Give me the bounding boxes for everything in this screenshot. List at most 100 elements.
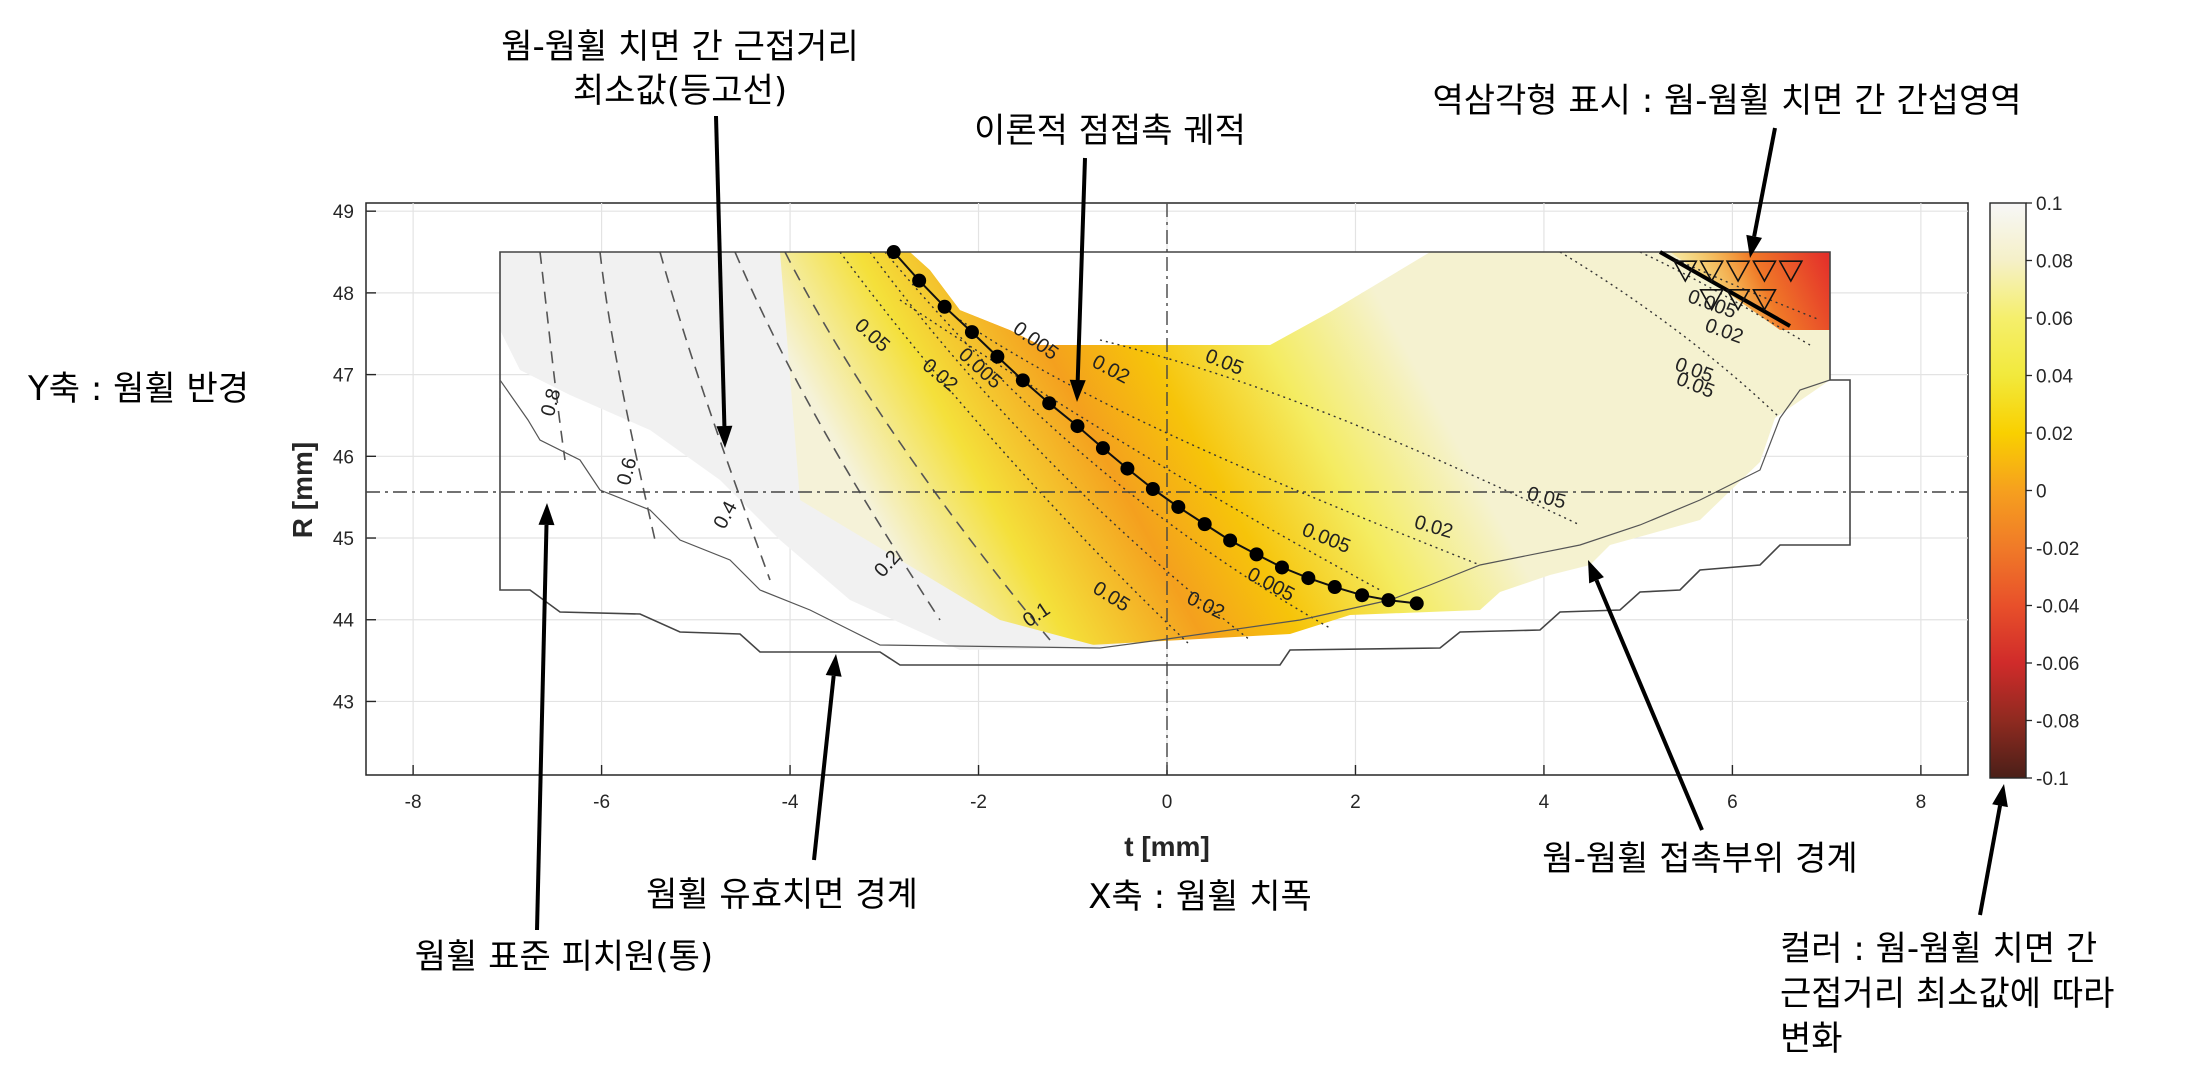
- arrow-pitch-circle-head: [538, 503, 555, 526]
- contour-line-0.05-upper: [1099, 339, 1581, 526]
- y-tick-label-2: 45: [333, 529, 354, 550]
- trajectory-point: [1355, 588, 1370, 603]
- trajectory-point: [1145, 482, 1160, 496]
- trajectory-point: [1327, 580, 1342, 595]
- trajectory-point: [1070, 419, 1085, 434]
- colorbar-tick-label-10: -0.1: [2036, 769, 2069, 790]
- dashed-contours: [539, 251, 1051, 641]
- trajectory-point: [912, 273, 927, 288]
- x-tick-label-2: -4: [782, 792, 799, 813]
- trajectory-point: [886, 245, 901, 260]
- contact-boundary-notch: [910, 252, 1430, 345]
- trajectory-point: [990, 349, 1005, 364]
- annotation-color-3: 변화: [1780, 1019, 1843, 1059]
- annotation-arrows: [535, 115, 2008, 931]
- interference-marker: [1725, 260, 1751, 283]
- x-tick-label-6: 4: [1539, 792, 1550, 813]
- colorbar-tick-label-2: 0.06: [2036, 309, 2073, 330]
- y-axis-ticks: 43 44 45 46 47 48 49: [333, 202, 376, 713]
- contour-line-0.8: [539, 251, 566, 461]
- y-tick-label-3: 46: [333, 447, 354, 468]
- interference-marker: [1725, 289, 1751, 312]
- annotation-trajectory: 이론적 점접촉 궤적: [974, 111, 1246, 151]
- arrow-colorbar-head: [1992, 784, 2008, 808]
- interference-markers: [1672, 260, 1804, 312]
- colorbar-tick-label-7: -0.04: [2036, 597, 2080, 618]
- arrow-effective-boundary-head: [825, 654, 842, 677]
- arrow-contact-boundary-shaft: [1594, 579, 1704, 831]
- interference-marker: [1699, 289, 1725, 312]
- annotation-color-1: 컬러 : 웜-웜휠 치면 간: [1780, 929, 2097, 969]
- y-tick-label-0: 43: [333, 692, 354, 713]
- y-tick-label-5: 48: [333, 284, 354, 305]
- x-axis-ticks: -8 -6 -4 -2 0 2 4 6 8: [405, 765, 1927, 813]
- colorbar-tick-label-3: 0.04: [2036, 367, 2073, 388]
- colorbar-ticks: 0.1 0.08 0.06 0.04 0.02 0 -0.02 -0.04 -0.06 -0.08…: [2026, 194, 2080, 790]
- interference-marker: [1752, 289, 1777, 312]
- trajectory-point: [1120, 461, 1135, 476]
- x-tick-label-5: 2: [1350, 792, 1361, 813]
- x-tick-label-1: -6: [593, 792, 610, 813]
- y-axis-label: R [mm]: [287, 442, 318, 538]
- interference-marker: [1778, 260, 1804, 283]
- annotation-contour-title-2: 최소값(등고선): [573, 71, 787, 111]
- y-tick-label-4: 47: [333, 366, 354, 387]
- y-tick-label-6: 49: [333, 202, 354, 223]
- y-tick-label-1: 44: [333, 611, 355, 632]
- trajectory-point: [964, 325, 979, 340]
- arrow-pitch-circle-shaft: [535, 524, 549, 931]
- arrow-contact-boundary-head: [1588, 560, 1604, 584]
- x-axis-label: t [mm]: [1124, 831, 1210, 862]
- contact-region: [780, 252, 1830, 650]
- annotation-y-axis: Y축 : 웜휠 반경: [27, 369, 249, 409]
- trajectory-point: [1015, 373, 1030, 388]
- contact-trajectory: [886, 245, 1424, 611]
- colorbar-tick-label-4: 0.02: [2036, 424, 2073, 445]
- arrow-colorbar-shaft: [1978, 805, 2003, 916]
- x-tick-label-0: -8: [405, 792, 422, 813]
- x-tick-label-8: 8: [1916, 792, 1927, 813]
- colorbar: [1989, 202, 2027, 779]
- trajectory-point: [1171, 499, 1186, 514]
- annotation-contour-title-1: 웜-웜휠 치면 간 근접거리: [501, 27, 859, 67]
- colorbar-tick-label-8: -0.06: [2036, 654, 2079, 675]
- arrow-interference-shaft: [1752, 127, 1777, 237]
- colorbar-tick-label-5: 0: [2036, 482, 2047, 503]
- dotted-contours: [839, 251, 1821, 646]
- arrow-contour-head: [716, 425, 733, 448]
- trajectory-point: [1274, 560, 1289, 575]
- trajectory-point: [1301, 571, 1316, 586]
- arrow-contour-shaft: [714, 115, 727, 427]
- x-tick-label-4: 0: [1162, 792, 1173, 813]
- arrow-trajectory-head: [1069, 379, 1086, 402]
- trajectory-point: [1197, 517, 1212, 532]
- contour-line-0.005-upper: [899, 299, 1381, 591]
- contour-line-0.1: [784, 251, 1051, 641]
- x-tick-label-3: -2: [970, 792, 987, 813]
- contour-line-0.02-right: [1639, 251, 1811, 346]
- contour-line-0.4: [659, 251, 771, 581]
- contour-line-0.2: [734, 251, 941, 621]
- arrow-interference-head: [1746, 234, 1763, 258]
- interference-edge-line: [1659, 250, 1791, 328]
- trajectory-point: [1381, 593, 1396, 608]
- trajectory-point: [1409, 596, 1424, 611]
- colorbar-tick-label-9: -0.08: [2036, 712, 2079, 733]
- annotation-x-axis: X축 : 웜휠 치폭: [1088, 877, 1312, 917]
- annotation-effective-boundary: 웜휠 유효치면 경계: [646, 875, 918, 915]
- trajectory-point: [937, 299, 952, 314]
- trajectory-point: [1095, 441, 1110, 456]
- contour-line-0.005-right: [1659, 251, 1821, 321]
- trajectory-point: [1223, 533, 1238, 548]
- colorbar-tick-label-1: 0.08: [2036, 252, 2073, 273]
- contact-area-boundary: [499, 378, 1831, 649]
- annotation-interference: 역삼각형 표시 : 웜-웜휠 치면 간 간섭영역: [1432, 81, 2021, 121]
- interference-marker: [1752, 260, 1777, 283]
- colorbar-tick-label-0: 0.1: [2036, 194, 2062, 215]
- contour-line-0.6: [599, 251, 656, 541]
- annotation-color-2: 근접거리 최소값에 따라: [1780, 974, 2114, 1014]
- colorbar-tick-label-6: -0.02: [2036, 539, 2079, 560]
- trajectory-point: [1249, 547, 1264, 562]
- arrow-trajectory-shaft: [1075, 157, 1087, 381]
